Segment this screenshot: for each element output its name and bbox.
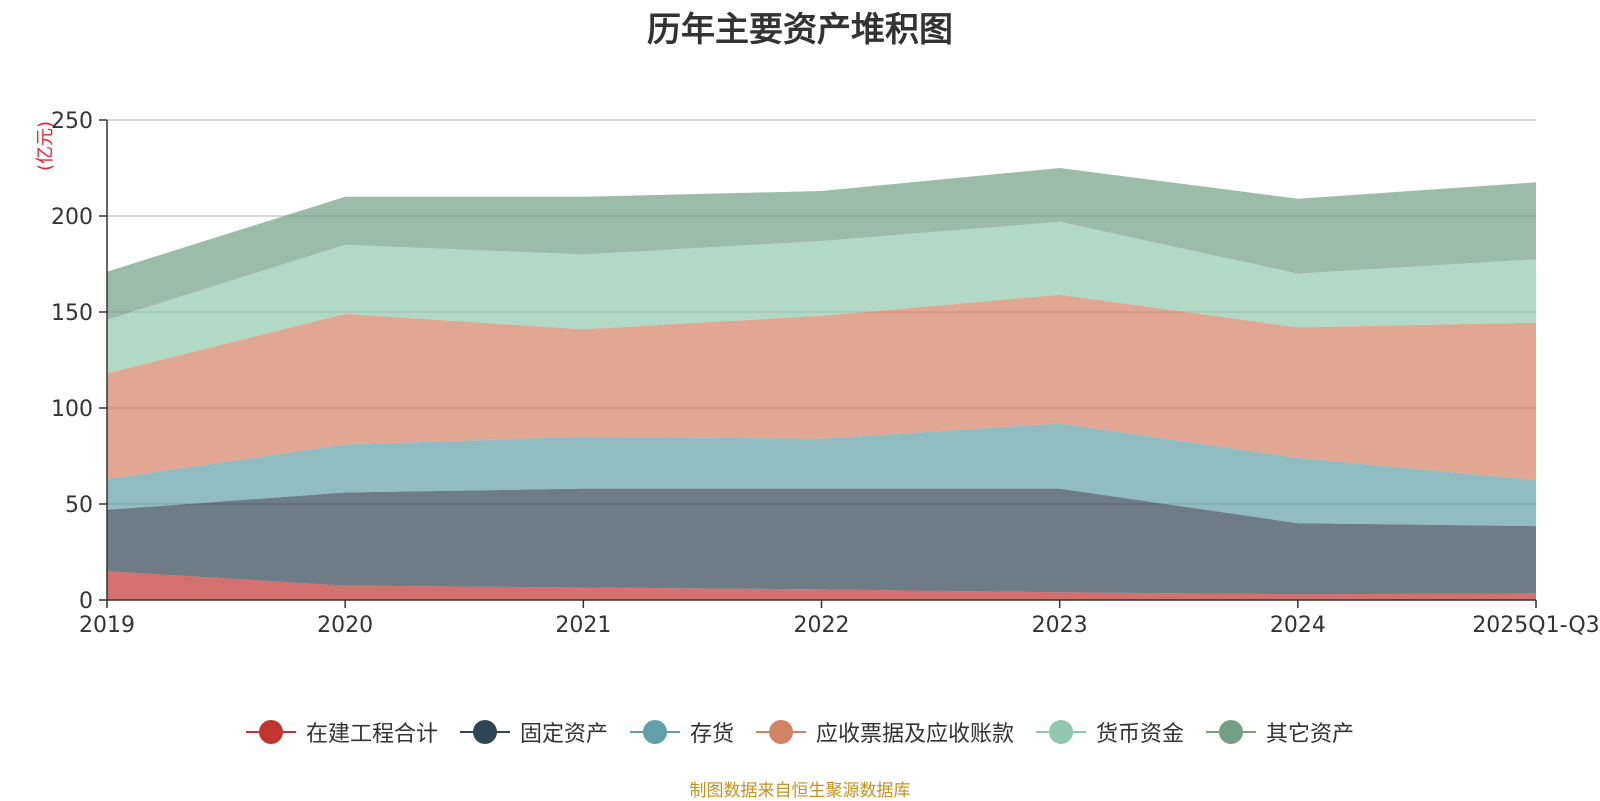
axes — [99, 119, 1537, 608]
y-tick-label: 150 — [51, 301, 93, 326]
x-tick-label: 2021 — [555, 613, 611, 638]
legend-label: 应收票据及应收账款 — [816, 722, 1015, 747]
y-tick-label: 0 — [79, 589, 93, 614]
area-series-layer — [107, 168, 1536, 600]
legend-label: 货币资金 — [1096, 722, 1185, 747]
area-series-0 — [107, 571, 1536, 600]
y-tick-label: 250 — [51, 109, 93, 134]
x-tick-label: 2020 — [317, 613, 373, 638]
area-series-5 — [107, 168, 1536, 320]
legend-marker-icon — [245, 720, 296, 744]
chart-title: 历年主要资产堆积图 — [647, 10, 953, 50]
x-tick-label: 2024 — [1270, 613, 1326, 638]
area-series-4 — [107, 221, 1536, 374]
x-tick-label: 2022 — [794, 613, 850, 638]
x-tick-label: 2023 — [1032, 613, 1088, 638]
area-series-2 — [107, 423, 1536, 527]
legend-label: 存货 — [689, 722, 734, 747]
x-tick-label: 2025Q1-Q3 — [1472, 613, 1599, 638]
x-tick-label: 2019 — [79, 613, 135, 638]
legend-item-5[interactable]: 其它资产 — [1206, 716, 1354, 748]
legend-label: 其它资产 — [1266, 722, 1355, 747]
source-note: 制图数据来自恒生聚源数据库 — [689, 781, 911, 801]
legend-marker-icon — [629, 720, 680, 744]
legend: 在建工程合计 固定资产 存货 应收票据及应收账款 货币资金 其它资产 — [0, 716, 1600, 748]
y-tick-label: 200 — [51, 205, 93, 230]
y-tick-label: 50 — [65, 493, 93, 518]
y-axis-label: (亿元) — [35, 121, 56, 171]
legend-item-4[interactable]: 货币资金 — [1036, 716, 1184, 748]
legend-item-3[interactable]: 应收票据及应收账款 — [756, 716, 1014, 748]
legend-label: 在建工程合计 — [305, 722, 438, 747]
legend-marker-icon — [756, 720, 806, 744]
legend-marker-icon — [1206, 720, 1257, 744]
area-series-1 — [107, 488, 1536, 595]
legend-item-1[interactable]: 固定资产 — [459, 716, 608, 748]
legend-item-0[interactable]: 在建工程合计 — [245, 716, 438, 748]
legend-marker-icon — [1036, 720, 1087, 744]
area-series-3 — [107, 294, 1536, 480]
legend-label: 固定资产 — [519, 722, 608, 747]
legend-marker-icon — [459, 720, 510, 744]
tick-labels: 0 50 100 150 200 250 2019 2020 2021 2022 2023 2024 2… — [35, 109, 1600, 638]
legend-item-2[interactable]: 存货 — [629, 716, 734, 748]
y-tick-label: 100 — [51, 397, 93, 422]
